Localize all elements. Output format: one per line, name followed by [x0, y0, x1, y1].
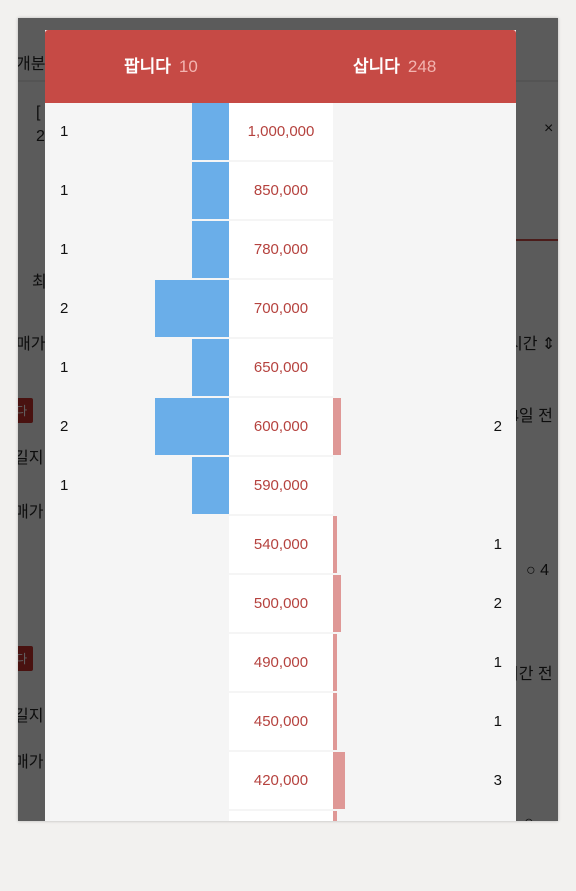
sell-quantity: 1 — [60, 241, 69, 258]
price-label: 650,000 — [229, 339, 333, 396]
buy-bar — [333, 634, 337, 691]
price-row[interactable]: 2 700,000 — [45, 280, 516, 339]
buy-quantity: 1 — [493, 654, 502, 671]
sell-quantity: 1 — [60, 477, 69, 494]
sell-bar — [155, 398, 229, 455]
buy-label: 삽니다 — [353, 57, 400, 76]
price-row[interactable]: 420,000 3 — [45, 752, 516, 811]
sell-label: 팝니다 — [124, 57, 171, 76]
buy-bar — [333, 575, 341, 632]
sell-quantity: 1 — [60, 182, 69, 199]
price-row[interactable]: 450,000 1 — [45, 693, 516, 752]
price-row[interactable]: 1 1,000,000 — [45, 103, 516, 162]
price-row[interactable]: 1 850,000 — [45, 162, 516, 221]
price-label: 590,000 — [229, 457, 333, 514]
sell-bar — [192, 457, 229, 514]
price-label: 490,000 — [229, 634, 333, 691]
price-row[interactable]: 490,000 1 — [45, 634, 516, 693]
price-label: 1,000,000 — [229, 103, 333, 160]
buy-bar — [333, 516, 337, 573]
buy-bar — [333, 693, 337, 750]
buy-quantity: 1 — [493, 713, 502, 730]
buy-quantity: 1 — [493, 536, 502, 553]
sell-tab-header[interactable]: 팝니다 10 — [124, 30, 198, 103]
buy-bar — [333, 811, 337, 821]
price-row[interactable]: 1 650,000 — [45, 339, 516, 398]
buy-bar — [333, 398, 341, 455]
buy-quantity: 2 — [493, 595, 502, 612]
price-row[interactable]: 2 600,000 2 — [45, 398, 516, 457]
buy-count: 248 — [407, 57, 437, 76]
sell-quantity: 1 — [60, 359, 69, 376]
sell-quantity: 2 — [60, 418, 69, 435]
sell-bar — [192, 162, 229, 219]
price-row[interactable]: 540,000 1 — [45, 516, 516, 575]
sell-quantity: 1 — [60, 123, 69, 140]
price-label: 420,000 — [229, 752, 333, 809]
price-label — [229, 811, 333, 821]
price-label: 850,000 — [229, 162, 333, 219]
price-row[interactable]: 1 780,000 — [45, 221, 516, 280]
price-distribution-modal: 팝니다 10 삽니다 248 1 1,000,000 1 850,000 1 780,000 2… — [45, 30, 516, 821]
price-label: 600,000 — [229, 398, 333, 455]
price-row[interactable]: 500,000 2 — [45, 575, 516, 634]
sell-count: 10 — [178, 57, 198, 76]
price-label: 450,000 — [229, 693, 333, 750]
screen-frame: 개분 전[2×최매가시간 ⇕4일 전길지매가○ 4시간 전길지매가○팝니다팝니다… — [18, 18, 558, 821]
price-row[interactable] — [45, 811, 516, 821]
buy-tab-header[interactable]: 삽니다 248 — [353, 30, 436, 103]
sell-bar — [192, 221, 229, 278]
buy-quantity: 2 — [493, 418, 502, 435]
price-label: 780,000 — [229, 221, 333, 278]
price-label: 540,000 — [229, 516, 333, 573]
sell-bar — [155, 280, 229, 337]
sell-bar — [192, 339, 229, 396]
modal-header: 팝니다 10 삽니다 248 — [45, 30, 516, 103]
price-label: 700,000 — [229, 280, 333, 337]
buy-quantity: 3 — [493, 772, 502, 789]
price-row[interactable]: 1 590,000 — [45, 457, 516, 516]
sell-bar — [192, 103, 229, 160]
buy-bar — [333, 752, 345, 809]
sell-quantity: 2 — [60, 300, 69, 317]
price-label: 500,000 — [229, 575, 333, 632]
